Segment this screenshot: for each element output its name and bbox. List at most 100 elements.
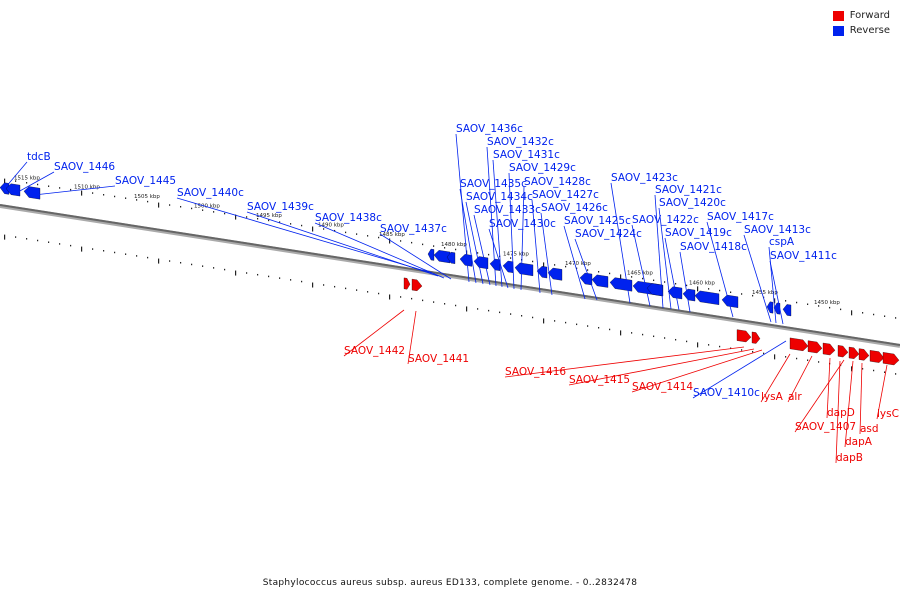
track-tick: [147, 200, 149, 203]
track-tick: [763, 352, 765, 355]
connector-saov_1446: [17, 171, 55, 193]
track-tick: [752, 294, 754, 297]
track-tick: [345, 231, 347, 234]
track-tick: [587, 269, 589, 271]
scale-label: 1505 kbp: [134, 194, 160, 200]
track-tick: [598, 270, 600, 273]
connector-asd: [859, 362, 863, 435]
reverse-gene-arrow: [514, 262, 534, 277]
track-tick: [411, 241, 413, 244]
forward-gene-arrow: [411, 278, 423, 292]
track-tick: [730, 347, 732, 350]
connector-saov_1413c: [743, 234, 772, 323]
track-tick: [59, 243, 61, 245]
forward-swatch: [832, 10, 844, 21]
track-tick: [631, 276, 633, 278]
track-tick: [631, 332, 633, 334]
track-tick: [4, 234, 6, 240]
track-tick: [279, 221, 281, 223]
track-tick: [81, 246, 83, 252]
track-tick: [279, 277, 281, 279]
track-tick: [213, 267, 215, 269]
track-tick: [158, 258, 160, 264]
connector-saov_1426c: [540, 212, 553, 296]
gene-label-saov_1421c: SAOV_1421c: [655, 184, 722, 196]
gene-label-saov_1410c: SAOV_1410c: [693, 387, 760, 399]
track-tick: [103, 250, 105, 252]
gene-label-saov_1420c: SAOV_1420c: [659, 197, 726, 209]
gene-label-saov_1437c: SAOV_1437c: [380, 223, 447, 235]
forward-track-ticks: [4, 234, 897, 375]
scale-label: 1455 kbp: [752, 290, 778, 296]
connector-saov_1442: [343, 309, 405, 357]
track-tick: [411, 297, 413, 300]
track-tick: [70, 244, 72, 247]
connector-saov_1424c: [574, 238, 598, 301]
gene-label-saov_1428c: SAOV_1428c: [524, 176, 591, 188]
track-tick: [609, 328, 611, 331]
scale-label: 1465 kbp: [627, 271, 653, 277]
connector-saov_1433c: [473, 214, 491, 286]
track-tick: [587, 325, 589, 327]
track-tick: [268, 219, 270, 222]
gene-label-saov_1422c: SAOV_1422c: [632, 214, 699, 226]
gene-label-saov_1413c: SAOV_1413c: [744, 224, 811, 236]
scale-label: 1460 kbp: [689, 280, 715, 286]
gene-label-dapd: dapD: [827, 407, 855, 419]
track-tick: [136, 255, 138, 257]
track-tick: [895, 373, 897, 375]
track-tick: [301, 280, 303, 283]
track-tick: [510, 313, 512, 315]
track-tick: [290, 223, 292, 225]
track-tick: [675, 282, 677, 285]
track-tick: [345, 287, 347, 290]
connector-saov_1445: [33, 185, 116, 196]
scale-label: 1490 kbp: [318, 223, 344, 229]
track-tick: [543, 262, 545, 268]
gene-label-saov_1438c: SAOV_1438c: [315, 212, 382, 224]
gene-label-saov_1432c: SAOV_1432c: [487, 136, 554, 148]
track-tick: [235, 214, 237, 220]
gene-label-asd: asd: [860, 423, 879, 435]
track-tick: [642, 277, 644, 280]
track-tick: [400, 296, 402, 298]
connector-saov_1438c: [314, 222, 445, 279]
reverse-track-ticks: [4, 178, 897, 319]
track-tick: [554, 320, 556, 322]
track-tick: [48, 241, 50, 243]
track-tick: [741, 293, 743, 295]
track-tick: [818, 361, 820, 363]
track-tick: [664, 337, 666, 339]
reverse-gene-arrow: [433, 250, 451, 264]
legend: Forward Reverse: [832, 8, 890, 38]
reverse-swatch: [832, 25, 844, 36]
track-tick: [257, 217, 259, 220]
gene-label-saov_1415: SAOV_1415: [569, 374, 630, 386]
connector-saov_1435c: [459, 188, 477, 284]
forward-gene-arrow: [403, 277, 411, 290]
forward-gene-arrow: [837, 345, 849, 358]
track-tick: [37, 183, 39, 186]
connector-cspa: [768, 246, 777, 324]
reverse-gene-arrow: [766, 301, 774, 314]
track-tick: [48, 185, 50, 187]
track-tick: [15, 180, 17, 182]
track-tick: [158, 202, 160, 208]
track-tick: [444, 247, 446, 249]
track-tick: [664, 281, 666, 283]
track-tick: [884, 371, 886, 373]
track-tick: [730, 291, 732, 294]
track-tick: [422, 243, 424, 246]
gene-label-saov_1436c: SAOV_1436c: [456, 123, 523, 135]
track-tick: [378, 292, 380, 295]
connector-saov_1439c: [246, 211, 439, 277]
track-tick: [686, 340, 688, 343]
track-tick: [378, 236, 380, 239]
forward-gene-arrow: [736, 329, 752, 343]
track-tick: [774, 354, 776, 360]
connector-saov_1407: [794, 359, 845, 433]
gene-label-saov_1414: SAOV_1414: [632, 381, 693, 393]
track-tick: [312, 226, 314, 232]
track-tick: [268, 275, 270, 278]
connector-saov_1436c: [455, 133, 470, 283]
